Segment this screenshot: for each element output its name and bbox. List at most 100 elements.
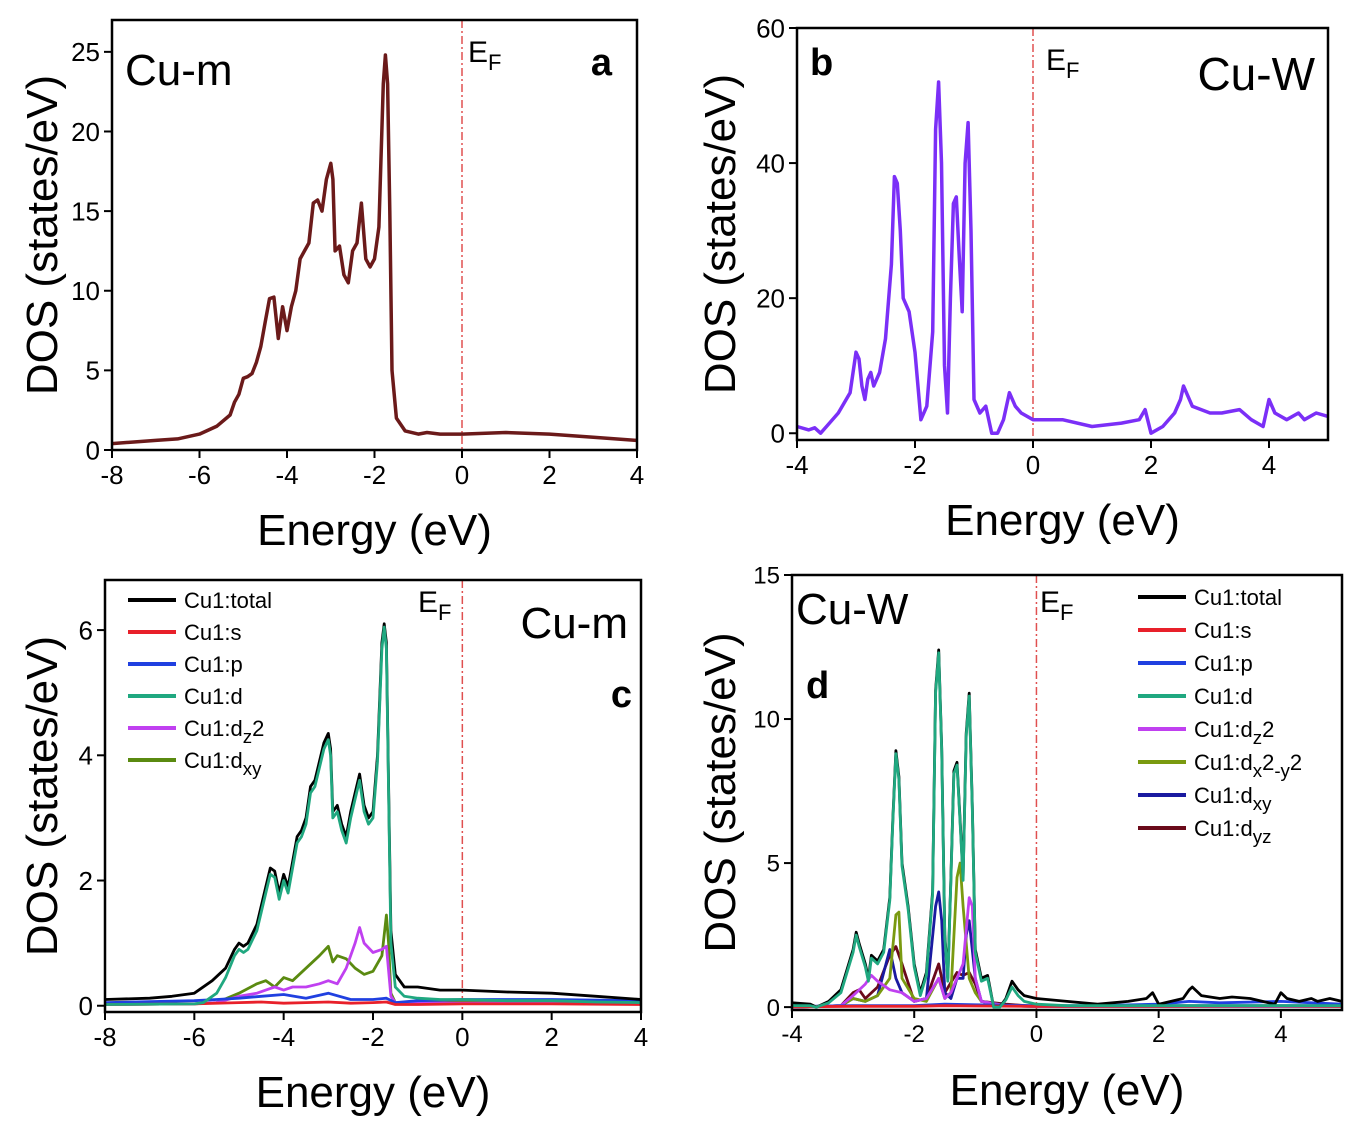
panel-b-frame [795, 26, 1330, 442]
panel-d-series-d [792, 651, 1342, 1009]
panel-d-legend-label-dxy: Cu1:dxy [1194, 783, 1272, 814]
panel-d-x-tick-label: -4 [781, 1021, 802, 1048]
panel-b-panel-letter: b [810, 42, 833, 84]
panel-d-legend-label-p: Cu1:p [1194, 651, 1253, 676]
panel-c-x-tick-label: 2 [544, 1022, 558, 1052]
panel-c-y-tick-label: 6 [79, 615, 93, 645]
panel-c-fermi-label: EF [418, 586, 451, 625]
panel-a-x-tick-label: 4 [630, 460, 644, 490]
panel-d: Cu-W d EF Cu1:total Cu1:s Cu1:p Cu1:d Cu1:dz… [696, 563, 1344, 1115]
panel-a-y-tick-label: 15 [71, 196, 100, 226]
panel-b-y-tick-label: 0 [771, 419, 785, 449]
panel-d-panel-letter: d [806, 665, 829, 707]
panel-d-series-dx2y2 [791, 861, 1342, 1009]
panel-c-series-s [104, 1000, 642, 1006]
panel-c-x-ticks: -8 -6 -4 -2 0 2 4 [93, 1012, 648, 1052]
panel-c-y-ticks: 0 2 4 6 [79, 615, 105, 1021]
panel-b-x-axis-label: Energy (eV) [945, 496, 1180, 545]
panel-c: Cu-m c EF Cu1:total Cu1:s Cu1:p Cu1:d Cu1:dz… [18, 578, 648, 1117]
panel-d-x-axis-label: Energy (eV) [950, 1066, 1185, 1115]
panel-b-y-tick-label: 40 [756, 148, 785, 178]
panel-c-y-tick-label: 2 [79, 866, 93, 896]
panel-a-x-tick-label: -6 [188, 460, 211, 490]
panel-b-x-tick-label: -4 [785, 450, 808, 480]
panel-d-legend-label-dx2y2: Cu1:dx2-y2 [1194, 750, 1302, 781]
panel-b-series-total [796, 80, 1329, 435]
panel-c-legend-label-s: Cu1:s [184, 620, 241, 645]
panel-d-legend-label-s: Cu1:s [1194, 618, 1251, 643]
panel-b-fermi-label: EF [1046, 44, 1079, 83]
panel-b-plot-area [796, 80, 1329, 435]
panel-c-legend-label-dz2: Cu1:dz2 [184, 716, 264, 747]
panel-c-legend-label-d: Cu1:d [184, 684, 243, 709]
panel-b-y-tick-label: 60 [756, 13, 785, 43]
panel-a-y-ticks: 0 5 10 15 20 25 [71, 37, 112, 465]
panel-b-y-axis-label: DOS (states/eV) [696, 74, 745, 394]
panel-a-plot-area [111, 53, 638, 446]
panel-a-series-total [111, 53, 638, 446]
panel-d-x-tick-label: -2 [904, 1021, 925, 1048]
panel-a-x-ticks: -8 -6 -4 -2 0 2 4 [100, 450, 644, 490]
panel-d-y-tick-label: 0 [767, 995, 780, 1022]
panel-a-y-tick-label: 10 [71, 276, 100, 306]
panel-a-panel-letter: a [591, 42, 613, 84]
panel-c-legend-label-dxy: Cu1:dxy [184, 748, 262, 779]
panel-c-series-d [104, 625, 642, 1006]
panel-a-y-axis-label: DOS (states/eV) [18, 75, 67, 395]
panel-c-x-tick-label: -4 [272, 1022, 295, 1052]
panel-d-legend-label-total: Cu1:total [1194, 585, 1282, 610]
panel-b-x-tick-label: 4 [1262, 450, 1276, 480]
panel-d-y-tick-label: 5 [767, 851, 780, 878]
panel-a-fermi-label: EF [468, 36, 501, 75]
panel-c-plot-area [104, 622, 642, 1006]
panel-b-y-ticks: 0 20 40 60 [756, 13, 797, 449]
panel-a-x-tick-label: -2 [363, 460, 386, 490]
panel-c-x-tick-label: -2 [361, 1022, 384, 1052]
panel-d-fermi-label: EF [1040, 586, 1073, 625]
panel-c-legend-label-total: Cu1:total [184, 588, 272, 613]
panel-d-x-tick-label: 2 [1152, 1021, 1165, 1048]
panel-a: Cu-m a EF -8 -6 -4 -2 0 2 4 0 5 10 15 20 25 Energy … [18, 18, 644, 555]
panel-b-x-ticks: -4 -2 0 2 4 [785, 440, 1276, 480]
panel-b: Cu-W b EF -4 -2 0 2 4 0 20 40 60 Energy (eV) DO… [696, 13, 1330, 545]
panel-b-y-tick-label: 20 [756, 284, 785, 314]
panel-d-y-tick-label: 10 [753, 707, 780, 734]
panel-c-panel-letter: c [611, 674, 632, 716]
panel-d-y-ticks: 0 5 10 15 [753, 563, 792, 1022]
panel-c-y-tick-label: 0 [79, 991, 93, 1021]
panel-d-x-ticks: -4 -2 0 2 4 [781, 1010, 1288, 1048]
panel-d-legend: Cu1:total Cu1:s Cu1:p Cu1:d Cu1:dz2Cu1:dx2-y… [1138, 585, 1302, 847]
panel-d-legend-label-d: Cu1:d [1194, 684, 1253, 709]
panel-a-y-tick-label: 5 [86, 356, 100, 386]
panel-c-legend-label-p: Cu1:p [184, 652, 243, 677]
panel-c-x-tick-label: -8 [93, 1022, 116, 1052]
panel-d-plot-area [791, 648, 1343, 1009]
panel-c-x-axis-label: Energy (eV) [256, 1068, 491, 1117]
panel-d-legend-label-dyz: Cu1:dyz [1194, 816, 1271, 847]
panel-a-x-axis-label: Energy (eV) [257, 506, 492, 555]
panel-a-y-tick-label: 25 [71, 37, 100, 67]
panel-d-frame [790, 573, 1344, 1012]
panel-b-x-tick-label: 0 [1026, 450, 1040, 480]
panel-c-y-tick-label: 4 [79, 741, 93, 771]
panel-d-sample-label: Cu-W [796, 585, 909, 634]
panel-c-y-axis-label: DOS (states/eV) [18, 636, 67, 956]
panel-c-series-dxy [104, 913, 642, 1006]
panel-b-x-tick-label: -2 [903, 450, 926, 480]
panel-d-x-tick-label: 0 [1030, 1021, 1043, 1048]
panel-a-x-tick-label: 2 [542, 460, 556, 490]
panel-b-sample-label: Cu-W [1197, 48, 1315, 100]
panel-b-x-tick-label: 2 [1144, 450, 1158, 480]
panel-d-y-axis-label: DOS (states/eV) [696, 632, 745, 952]
panel-c-sample-label: Cu-m [520, 599, 628, 648]
panel-a-y-tick-label: 0 [86, 435, 100, 465]
panel-a-x-tick-label: 0 [455, 460, 469, 490]
panel-d-y-tick-label: 15 [753, 563, 780, 590]
panel-a-y-tick-label: 20 [71, 117, 100, 147]
panel-c-x-tick-label: -6 [183, 1022, 206, 1052]
panel-a-x-tick-label: -8 [100, 460, 123, 490]
panel-d-legend-label-dz2: Cu1:dz2 [1194, 717, 1274, 748]
panel-c-x-tick-label: 0 [455, 1022, 469, 1052]
panel-d-x-tick-label: 4 [1274, 1021, 1287, 1048]
